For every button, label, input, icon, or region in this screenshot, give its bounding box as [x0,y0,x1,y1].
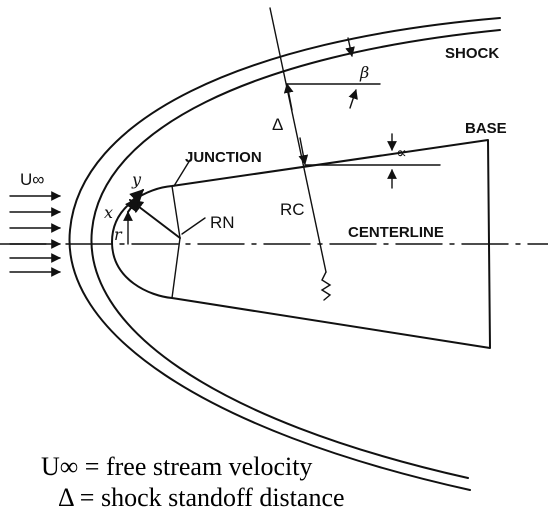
junction-label: JUNCTION [185,149,262,166]
delta-arrow-bottom [298,137,309,165]
beta-label: β [359,63,369,82]
u-inf-label: U∞ [20,170,44,189]
y-axis-arrow [127,189,144,206]
shock-curve-outer [68,17,501,491]
beta-arrow-upper [345,37,355,57]
junction-line-lower [171,237,181,299]
normal-line [269,7,327,273]
body-outline [111,139,491,349]
r-label: r [114,225,123,244]
caption-standoff: Δ = shock standoff distance [58,483,345,512]
beta-arrow-lower [348,89,358,109]
junction-leader [173,159,191,187]
normal-line-break [320,271,332,301]
x-label: x [104,203,113,222]
nose-radius-arrow [128,199,181,239]
delta-arrow-top [283,83,294,111]
centerline-label: CENTERLINE [348,224,444,241]
junction-line-upper [171,185,181,239]
base-label: BASE [465,120,507,137]
rn-label: RN [210,213,235,232]
shock-curve-inner [90,29,501,479]
delta-label: Δ [272,115,283,134]
y-label: y [131,170,142,189]
caption-freestream: U∞ = free stream velocity [41,452,313,481]
freestream-arrows [9,191,61,277]
alpha-label: ∝ [396,143,407,162]
shock-label: SHOCK [445,45,499,62]
rc-label: RC [280,200,305,219]
rn-leader [181,217,206,235]
